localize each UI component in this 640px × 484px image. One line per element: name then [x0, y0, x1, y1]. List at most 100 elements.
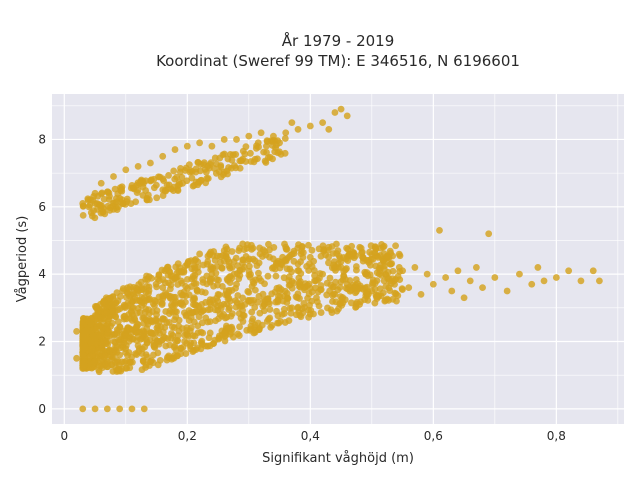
data-point [265, 240, 272, 248]
x-tick-label: 0,6 [424, 429, 443, 443]
data-point [392, 242, 399, 250]
data-point [116, 323, 124, 331]
data-point [197, 328, 205, 336]
data-point [326, 274, 334, 282]
data-point [210, 248, 218, 255]
data-point [296, 295, 303, 302]
data-point [246, 149, 254, 157]
data-point [382, 271, 390, 279]
data-point [152, 316, 160, 324]
data-point [234, 292, 242, 299]
data-point [287, 309, 295, 317]
data-point [122, 166, 130, 174]
data-point [91, 405, 99, 413]
data-point [196, 250, 204, 258]
data-point [423, 270, 431, 278]
data-point [130, 287, 138, 295]
data-point [565, 267, 573, 275]
data-point [250, 158, 258, 166]
y-tick-label: 8 [38, 132, 46, 146]
data-point [335, 305, 342, 313]
data-point [295, 267, 303, 274]
data-point [155, 272, 163, 279]
data-point [325, 243, 333, 251]
data-point [189, 309, 196, 316]
data-point [97, 329, 105, 337]
data-point [454, 267, 462, 275]
y-axis-label: Vågperiod (s) [15, 216, 30, 303]
data-point [91, 214, 99, 222]
y-tick-label: 2 [38, 335, 46, 349]
data-point [411, 264, 419, 271]
data-point [171, 342, 179, 350]
data-point [191, 295, 198, 303]
data-point [239, 259, 246, 267]
data-point [82, 330, 89, 338]
data-point [281, 135, 289, 142]
data-point [176, 180, 184, 188]
data-point [114, 306, 122, 314]
data-point [226, 264, 234, 272]
data-point [325, 253, 332, 261]
data-point [292, 311, 300, 319]
data-point [246, 273, 254, 281]
data-point [305, 241, 312, 249]
data-point [240, 312, 248, 320]
x-tick-label: 0,8 [547, 429, 566, 443]
data-point [126, 326, 133, 333]
data-point [226, 304, 233, 311]
data-point [429, 280, 437, 288]
data-point [516, 270, 523, 278]
data-point [225, 164, 232, 171]
data-point [589, 267, 597, 275]
data-point [79, 365, 87, 372]
data-point [577, 277, 585, 285]
data-point [314, 288, 322, 296]
data-point [263, 137, 271, 145]
data-point [134, 162, 142, 170]
data-point [177, 345, 185, 352]
data-point [323, 291, 331, 299]
data-point [103, 324, 111, 332]
data-point [150, 341, 158, 349]
data-point [280, 274, 288, 282]
data-point [259, 246, 267, 254]
data-point [396, 276, 404, 284]
data-point [73, 354, 81, 362]
data-point [306, 122, 314, 130]
data-point [169, 331, 177, 339]
data-point [128, 405, 136, 413]
data-point [121, 312, 129, 320]
data-point [165, 267, 173, 275]
data-point [220, 150, 228, 158]
data-point [103, 405, 111, 413]
data-point [238, 302, 246, 310]
data-point [255, 269, 262, 277]
data-point [192, 346, 200, 354]
data-point [328, 309, 336, 316]
data-point [79, 352, 87, 359]
data-point [168, 323, 176, 331]
data-point [122, 345, 129, 353]
data-point [159, 152, 167, 160]
data-point [115, 362, 123, 369]
data-point [472, 264, 480, 271]
data-point [299, 309, 307, 317]
data-point [298, 243, 306, 251]
data-point [126, 364, 134, 372]
data-point [190, 181, 198, 189]
data-point [107, 301, 115, 309]
data-point [97, 179, 105, 187]
data-point [274, 297, 282, 304]
data-point [347, 299, 355, 307]
data-point [183, 142, 191, 150]
data-point [294, 260, 302, 268]
data-point [183, 327, 191, 334]
data-point [100, 298, 108, 306]
data-point [339, 276, 347, 284]
data-point [182, 298, 189, 306]
data-point [394, 292, 402, 299]
data-point [356, 243, 364, 251]
data-point [153, 194, 161, 202]
data-point [313, 294, 320, 302]
